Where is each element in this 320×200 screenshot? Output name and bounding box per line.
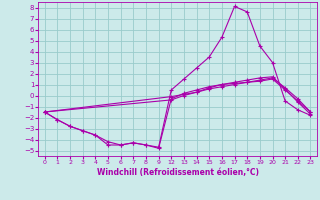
X-axis label: Windchill (Refroidissement éolien,°C): Windchill (Refroidissement éolien,°C) xyxy=(97,168,259,177)
